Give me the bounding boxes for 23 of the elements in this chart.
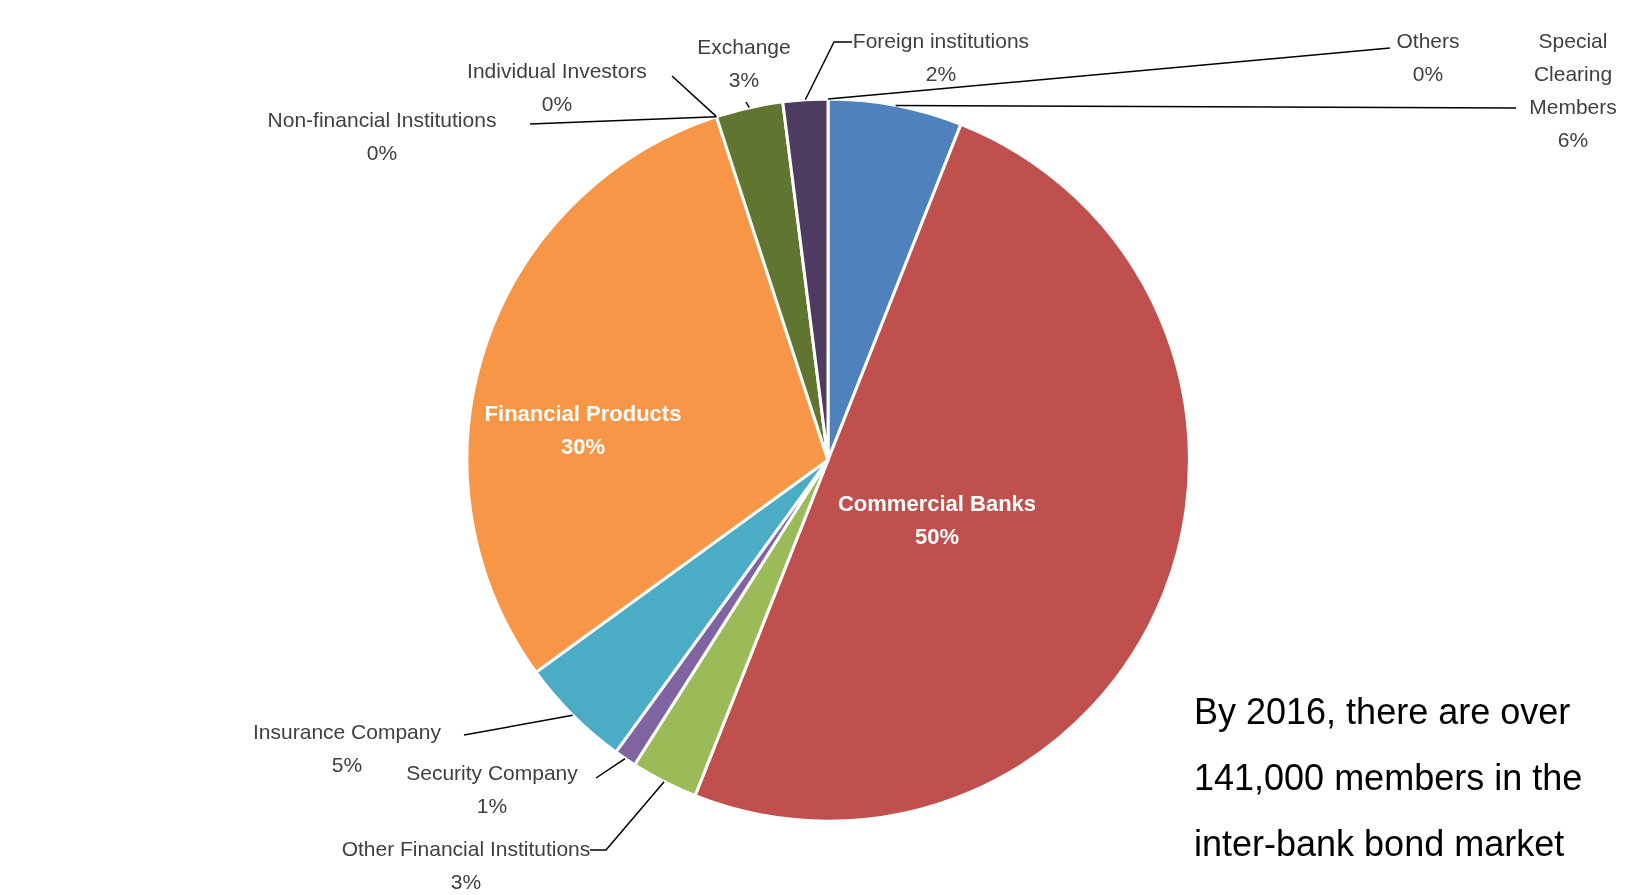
slice-label: Exchange: [697, 35, 791, 58]
slice-label: Foreign institutions: [852, 29, 1030, 52]
text: 0%: [1412, 62, 1444, 85]
data-label: 3%: [728, 68, 760, 91]
slice-label: Special Clearing Members: [1529, 29, 1617, 118]
slice-label: Security Company: [406, 761, 579, 784]
slice-label: Financial Products: [484, 401, 682, 426]
slice-label: Commercial Banks: [837, 491, 1037, 516]
data-label: 1%: [476, 794, 508, 817]
data-label: 50%: [914, 524, 960, 549]
text: 0%: [366, 141, 398, 164]
data-label: 6%: [1557, 128, 1589, 151]
slice-label: Insurance Company: [253, 720, 442, 743]
data-label: 5%: [331, 753, 363, 776]
text: By 2016, there are over 141,000 members in the inter-bank bond market: [1194, 691, 1583, 864]
category-label: Non-financial Institutions: [267, 108, 497, 131]
category-label: Individual Investors: [467, 59, 647, 82]
text: 0%: [541, 92, 573, 115]
slice-label: Other Financial Institutions: [341, 837, 591, 860]
data-label: 3%: [450, 870, 482, 893]
data-label: 2%: [925, 62, 957, 85]
category-label: Others: [1396, 29, 1460, 52]
data-label: 30%: [560, 434, 606, 459]
